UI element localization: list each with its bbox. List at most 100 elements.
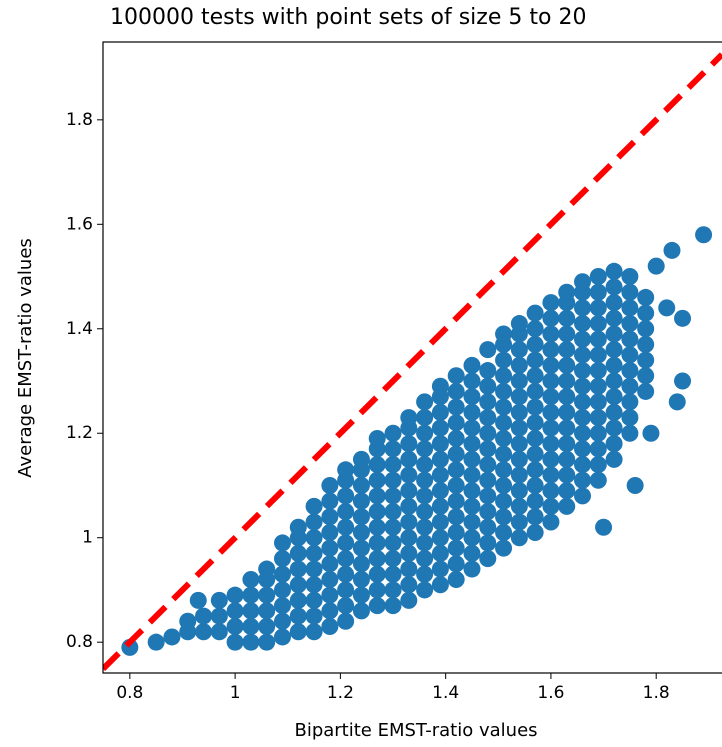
scatter-point	[431, 377, 449, 395]
scatter-point	[589, 377, 607, 395]
scatter-point	[558, 419, 576, 437]
scatter-point	[447, 476, 465, 494]
scatter-point	[621, 330, 639, 348]
scatter-point	[226, 586, 244, 604]
scatter-point	[447, 429, 465, 447]
scatter-point	[510, 482, 528, 500]
scatter-point	[674, 372, 692, 390]
scatter-point	[510, 315, 528, 333]
scatter-point	[574, 346, 592, 364]
scatter-point	[226, 618, 244, 636]
scatter-point	[305, 560, 323, 578]
axes-frame	[102, 41, 722, 674]
scatter-point	[352, 492, 370, 510]
scatter-point	[384, 534, 402, 552]
scatter-point	[542, 435, 560, 453]
scatter-point	[542, 450, 560, 468]
scatter-point	[495, 523, 513, 541]
scatter-point	[558, 482, 576, 500]
scatter-point	[352, 555, 370, 573]
scatter-point	[637, 335, 655, 353]
scatter-point	[526, 335, 544, 353]
scatter-point	[621, 424, 639, 442]
scatter-point	[416, 518, 434, 536]
scatter-point	[479, 440, 497, 458]
scatter-point	[526, 367, 544, 385]
scatter-point	[621, 315, 639, 333]
scatter-point	[542, 356, 560, 374]
scatter-point	[431, 497, 449, 515]
scatter-point	[368, 534, 386, 552]
scatter-point	[589, 393, 607, 411]
scatter-point	[479, 487, 497, 505]
scatter-point	[416, 393, 434, 411]
scatter-point	[352, 570, 370, 588]
scatter-point	[479, 393, 497, 411]
scatter-point	[305, 591, 323, 609]
scatter-point	[321, 476, 339, 494]
scatter-point	[647, 257, 665, 275]
scatter-point	[674, 309, 692, 327]
scatter-point	[384, 456, 402, 474]
scatter-point	[589, 268, 607, 286]
scatter-point	[463, 482, 481, 500]
scatter-point	[289, 544, 307, 562]
scatter-point	[400, 529, 418, 547]
x-axis-label: Bipartite EMST-ratio values	[294, 720, 537, 741]
scatter-point	[400, 497, 418, 515]
scatter-point	[352, 602, 370, 620]
scatter-point	[400, 482, 418, 500]
scatter-point	[368, 518, 386, 536]
y-tick-label: 0.8	[66, 632, 93, 652]
scatter-point	[226, 602, 244, 620]
scatter-point	[510, 388, 528, 406]
scatter-point	[637, 367, 655, 385]
scatter-point	[526, 382, 544, 400]
scatter-point	[495, 461, 513, 479]
scatter-point	[321, 523, 339, 541]
scatter-point	[368, 503, 386, 521]
scatter-point	[305, 513, 323, 531]
scatter-point	[495, 476, 513, 494]
scatter-point	[384, 471, 402, 489]
scatter-point	[605, 278, 623, 296]
scatter-point	[605, 309, 623, 327]
scatter-point	[510, 435, 528, 453]
scatter-point	[147, 633, 165, 651]
scatter-point	[574, 409, 592, 427]
scatter-point	[526, 461, 544, 479]
scatter-point	[289, 560, 307, 578]
scatter-point	[273, 597, 291, 615]
scatter-point	[447, 398, 465, 416]
scatter-point	[605, 435, 623, 453]
scatter-point	[495, 367, 513, 385]
scatter-point	[589, 362, 607, 380]
scatter-point	[416, 409, 434, 427]
scatter-point	[431, 419, 449, 437]
scatter-point	[431, 560, 449, 578]
scatter-point	[605, 372, 623, 390]
scatter-point	[431, 529, 449, 547]
scatter-point	[526, 320, 544, 338]
reference-line	[103, 52, 722, 671]
y-tick-label: 1.8	[66, 110, 93, 130]
scatter-point	[400, 466, 418, 484]
scatter-point	[589, 330, 607, 348]
scatter-point	[558, 403, 576, 421]
x-tick-label: 1.4	[432, 683, 459, 703]
scatter-point	[368, 456, 386, 474]
scatter-point	[574, 273, 592, 291]
scatter-point	[337, 487, 355, 505]
scatter-point	[574, 377, 592, 395]
scatter-point	[258, 602, 276, 620]
scatter-point	[605, 388, 623, 406]
scatter-point	[416, 440, 434, 458]
scatter-point	[305, 529, 323, 547]
scatter-point	[400, 544, 418, 562]
chart-title: 100000 tests with point sets of size 5 t…	[110, 5, 586, 30]
scatter-point	[337, 518, 355, 536]
scatter-point	[558, 450, 576, 468]
x-tick-label: 1.8	[643, 683, 670, 703]
scatter-point	[273, 565, 291, 583]
x-tick-label: 1.6	[537, 683, 564, 703]
